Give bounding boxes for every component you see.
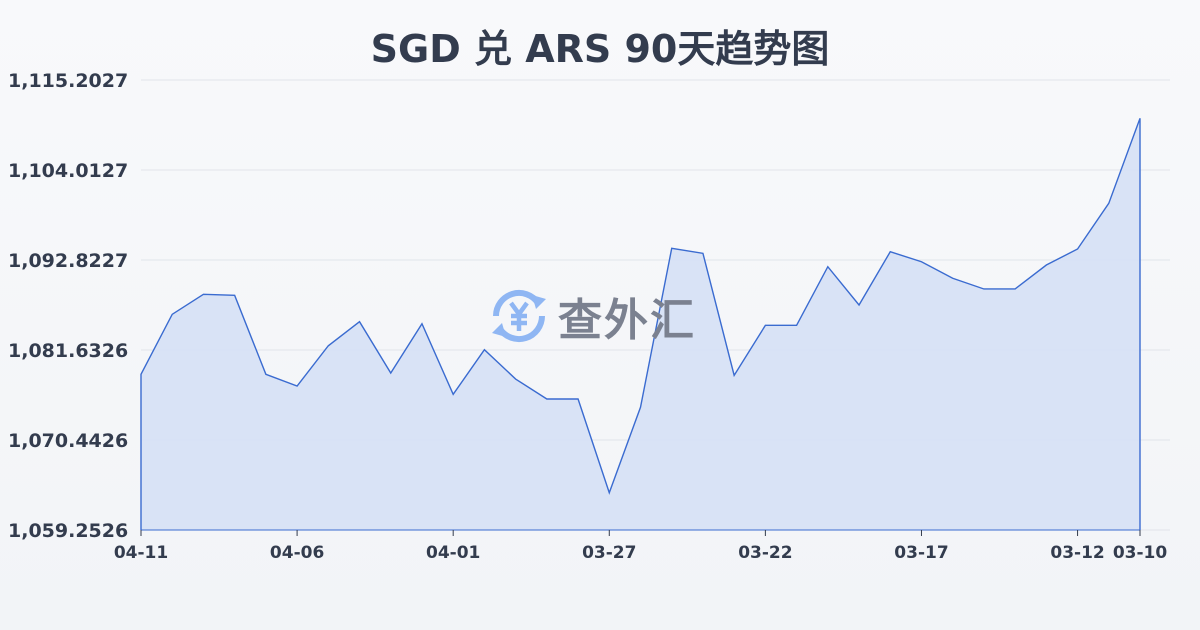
y-tick-label: 1,092.8227: [8, 250, 128, 272]
y-tick-label: 1,070.4426: [8, 430, 128, 452]
y-tick-label: 1,059.2526: [8, 520, 128, 542]
x-tick-label: 04-06: [270, 543, 324, 563]
x-tick-label: 03-17: [894, 543, 948, 563]
x-tick-label: 04-11: [114, 543, 168, 563]
x-tick-label: 03-10: [1113, 543, 1168, 563]
x-tick-label: 04-01: [426, 543, 480, 563]
yen-exchange-icon: [492, 289, 546, 343]
y-tick-label: 1,115.2027: [8, 70, 128, 92]
area-fill: [141, 118, 1140, 530]
y-tick-label: 1,081.6326: [8, 340, 128, 362]
x-tick-label: 03-27: [582, 543, 636, 563]
watermark-text: 查外汇: [558, 295, 696, 346]
x-tick-label: 03-22: [738, 543, 792, 563]
watermark: 查外汇: [488, 284, 696, 348]
x-tick-label: 03-12: [1050, 543, 1104, 563]
y-tick-label: 1,104.0127: [8, 160, 128, 182]
chart-title: SGD 兑 ARS 90天趋势图: [370, 27, 830, 71]
